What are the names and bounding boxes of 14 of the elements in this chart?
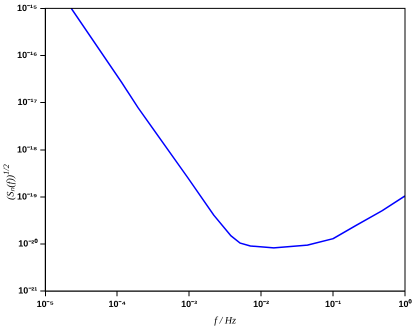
x-tick-label: 10⁻⁵: [36, 299, 54, 310]
x-tick-label: 10⁰: [398, 299, 413, 310]
x-tick-label: 10⁻⁴: [108, 299, 126, 310]
y-tick-label: 10⁻²⁰: [18, 238, 38, 249]
y-tick-label: 10⁻²¹: [18, 286, 38, 296]
x-tick-label: 10⁻³: [181, 299, 198, 310]
y-tick-label: 10⁻¹⁹: [17, 191, 38, 202]
x-axis-title: f / Hz: [214, 316, 236, 327]
y-tick-label: 10⁻¹⁷: [18, 97, 38, 108]
x-tick-label: 10⁻¹: [325, 299, 342, 310]
x-tick-label: 10⁻²: [253, 299, 270, 310]
y-tick-label: 10⁻¹⁸: [17, 144, 38, 154]
y-tick-label: 10⁻¹⁶: [17, 50, 38, 60]
y-tick-label: 10⁻¹⁵: [17, 2, 38, 13]
